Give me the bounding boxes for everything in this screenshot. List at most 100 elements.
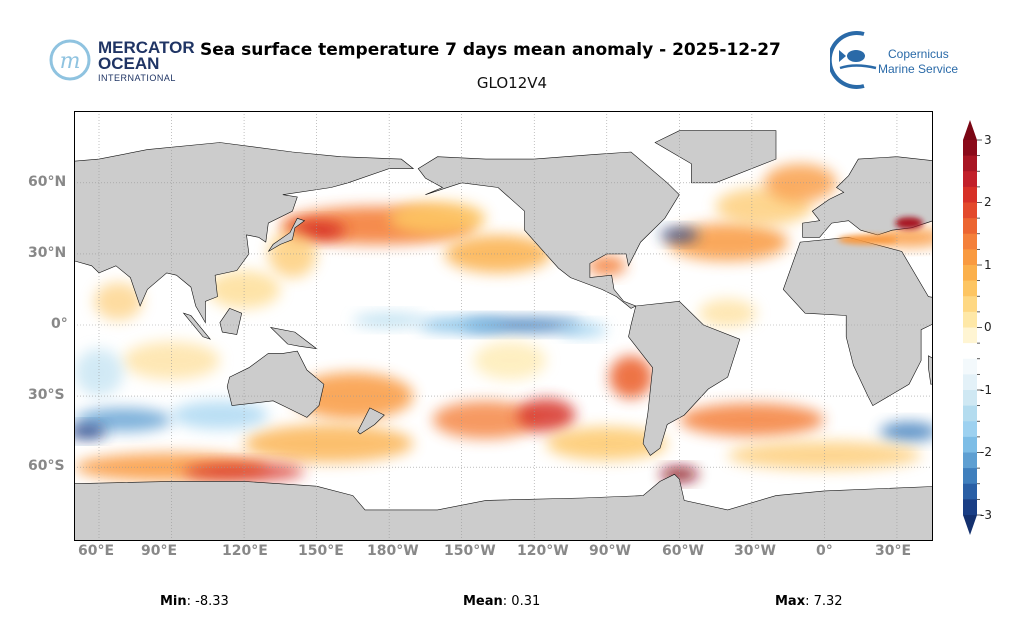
colorbar-band	[963, 311, 977, 328]
colorbar-band	[963, 343, 977, 360]
mercator-ocean-logo: m MERCATOR OCEAN INTERNATIONAL	[48, 38, 198, 84]
graticule	[74, 111, 933, 541]
land-new-guinea	[269, 326, 318, 350]
lat-tick: 0°	[51, 316, 68, 332]
colorbar-band	[963, 358, 977, 375]
stat-value: 0.31	[511, 594, 541, 609]
logo-text: Marine Service	[878, 62, 959, 76]
stat-label: Min	[160, 594, 187, 609]
land-africa	[782, 236, 933, 407]
land-antarctica	[74, 473, 933, 541]
logo-text: OCEAN	[98, 54, 160, 73]
page-subtitle: GLO12V4	[476, 74, 548, 92]
colorbar-band	[963, 249, 977, 266]
sst-anomaly-map	[74, 111, 933, 541]
colorbar-band	[963, 233, 977, 250]
colorbar-band	[963, 218, 977, 235]
colorbar-tick: 0	[984, 320, 992, 334]
colorbar-band	[963, 483, 977, 500]
lon-tick: 150°E	[298, 543, 344, 559]
anomaly-patch	[609, 355, 653, 399]
mercator-m-icon: m	[49, 39, 91, 81]
land-sumatra	[182, 312, 212, 340]
stat-label: Mean	[463, 594, 503, 609]
land-greenland	[654, 130, 777, 184]
land-europe	[802, 156, 933, 238]
anomaly-patch	[698, 298, 757, 328]
colorbar-tick: 2	[984, 195, 992, 209]
stat-max: Max: 7.32	[775, 594, 843, 609]
lon-tick: 0°	[816, 543, 833, 559]
logo-text: Copernicus	[888, 47, 949, 61]
anomaly-patch	[558, 322, 607, 337]
stat-value: 7.32	[813, 594, 843, 609]
page-title: Sea surface temperature 7 days mean anom…	[200, 40, 781, 60]
lon-tick: 120°W	[517, 543, 569, 559]
anomaly-patch	[587, 256, 627, 276]
colorbar-band	[963, 186, 977, 203]
anomaly-patch	[94, 282, 143, 321]
land-japan	[268, 217, 306, 252]
land-madagascar	[928, 355, 933, 385]
colorbar-band	[963, 468, 977, 485]
colorbar-tick: 1	[984, 258, 992, 272]
lat-tick: 30°S	[28, 387, 65, 403]
lon-tick: 30°W	[734, 543, 776, 559]
anomaly-patch	[679, 403, 825, 437]
lon-tick: 60°W	[662, 543, 704, 559]
stat-mean: Mean: 0.31	[463, 594, 541, 609]
colorbar-tick: -2	[980, 445, 992, 459]
lon-tick: 30°E	[875, 543, 912, 559]
fish-icon	[830, 31, 877, 89]
lon-tick: 150°W	[444, 543, 496, 559]
colorbar-tick: -1	[980, 383, 992, 397]
anomaly-patch	[880, 422, 933, 442]
anomaly-patch	[546, 426, 668, 461]
anomaly-patch	[517, 398, 576, 432]
map-frame	[74, 111, 933, 541]
stat-min: Min: -8.33	[160, 594, 229, 609]
land-borneo	[219, 308, 243, 335]
svg-text:m: m	[60, 49, 81, 74]
land-australia	[226, 350, 325, 418]
mediterranean-anomaly	[837, 234, 898, 245]
anomaly-patch	[171, 400, 269, 430]
anomaly-patch	[352, 313, 426, 328]
black-sea-anomaly	[895, 217, 924, 230]
lat-tick: 60°N	[28, 174, 67, 190]
colorbar-band	[963, 452, 977, 469]
anomaly-field	[74, 163, 933, 482]
stat-value: -8.33	[195, 594, 229, 609]
copernicus-logo: Copernicus Marine Service	[830, 30, 990, 90]
colorbar	[963, 120, 982, 535]
stat-label: Max	[775, 594, 806, 609]
colorbar-over-arrow	[963, 120, 977, 140]
anomaly-patch	[74, 407, 172, 432]
land-south-america	[628, 300, 741, 456]
colorbar-band	[963, 265, 977, 282]
colorbar-band	[963, 390, 977, 407]
lon-tick: 120°E	[222, 543, 268, 559]
lon-tick: 90°E	[141, 543, 178, 559]
anomaly-patch	[207, 270, 281, 309]
colorbar-band	[963, 499, 977, 516]
colorbar-band	[963, 296, 977, 313]
logo-text: INTERNATIONAL	[98, 73, 176, 83]
colorbar-band	[963, 421, 977, 438]
anomaly-patch	[727, 441, 922, 470]
colorbar-under-arrow	[963, 515, 977, 535]
colorbar-band	[963, 140, 977, 157]
land-north-america	[417, 151, 680, 309]
lon-tick: 180°W	[367, 543, 419, 559]
colorbar-band	[963, 436, 977, 453]
land-new-zealand	[357, 407, 385, 435]
land-masses	[74, 130, 933, 541]
colorbar-tick: -3	[980, 508, 992, 522]
lon-tick: 60°E	[78, 543, 115, 559]
lat-tick: 30°N	[28, 245, 67, 261]
anomaly-patch	[74, 424, 107, 439]
anomaly-patch	[432, 400, 540, 439]
anomaly-patch	[244, 424, 414, 463]
colorbar-band	[963, 405, 977, 422]
colorbar-band	[963, 171, 977, 188]
